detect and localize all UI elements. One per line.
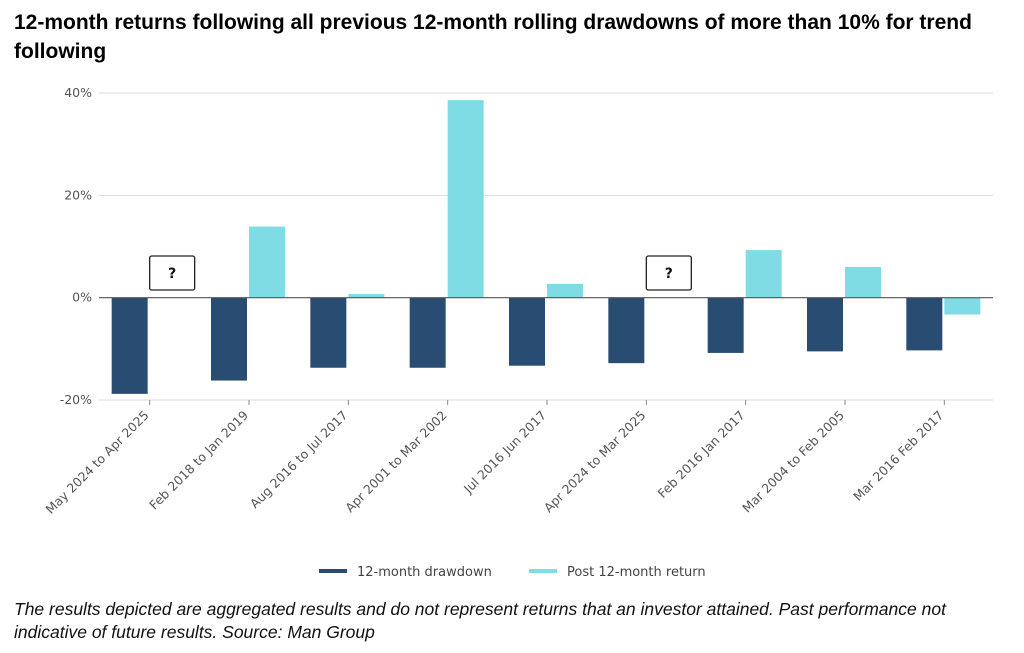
legend-label-drawdown: 12-month drawdown [357,565,492,580]
y-tick-label: 20% [64,187,92,202]
legend-swatch-drawdown [319,569,347,573]
x-tick-label: May 2024 to Apr 2025 [43,408,152,517]
bars [111,100,981,394]
bar-post-return [547,283,583,298]
bar-drawdown [111,297,148,394]
unknown-value-box [149,255,196,291]
x-tick-label: Mar 2016 Feb 2017 [850,408,946,504]
bar-drawdown [310,297,347,368]
bar-drawdown [509,297,545,366]
bar-drawdown [608,297,645,364]
annotations: ?? [149,255,692,291]
y-tick-label: 0% [72,290,92,305]
unknown-value-label: ? [665,266,673,282]
chart-title: 12-month returns following all previous … [14,11,972,63]
bar-drawdown [409,297,446,368]
bar-post-return [944,297,981,315]
bar-post-return [745,250,782,298]
bar-post-return [249,226,285,298]
footnote: The results depicted are aggregated resu… [14,599,946,642]
unknown-value-box [645,255,692,291]
bar-post-return [845,266,881,298]
y-axis-ticks: 40% 20% 0% -20% [60,85,92,407]
bar-drawdown [906,297,943,351]
y-tick-label: 40% [64,85,92,100]
x-tick-label: Apr 2001 to Mar 2002 [342,408,450,516]
gridlines [99,92,993,401]
bar-drawdown [807,297,843,352]
bar-post-return [447,100,484,298]
legend-label-post-return: Post 12-month return [567,565,706,580]
x-tick-label: Aug 2016 to Jul 2017 [247,408,351,512]
x-tick-label: Jul 2016 Jun 2017 [460,408,549,497]
x-tick-label: Mar 2004 to Feb 2005 [739,408,847,516]
bar-drawdown [707,297,744,353]
legend: 12-month drawdown Post 12-month return [319,565,706,580]
bar-drawdown [211,297,247,381]
x-tick-label: Feb 2016 Jan 2017 [654,408,747,501]
bar-chart: 40%20%0%-20% ?? May 2024 to Apr 2025Feb … [43,85,993,580]
unknown-value-label: ? [168,266,176,282]
bar-post-return [348,294,385,298]
x-tick-label: Apr 2024 to Mar 2025 [541,408,649,516]
legend-swatch-post-return [529,569,557,573]
x-tick-label: Feb 2018 to Jan 2019 [146,407,251,512]
y-tick-label: -20% [60,392,92,407]
